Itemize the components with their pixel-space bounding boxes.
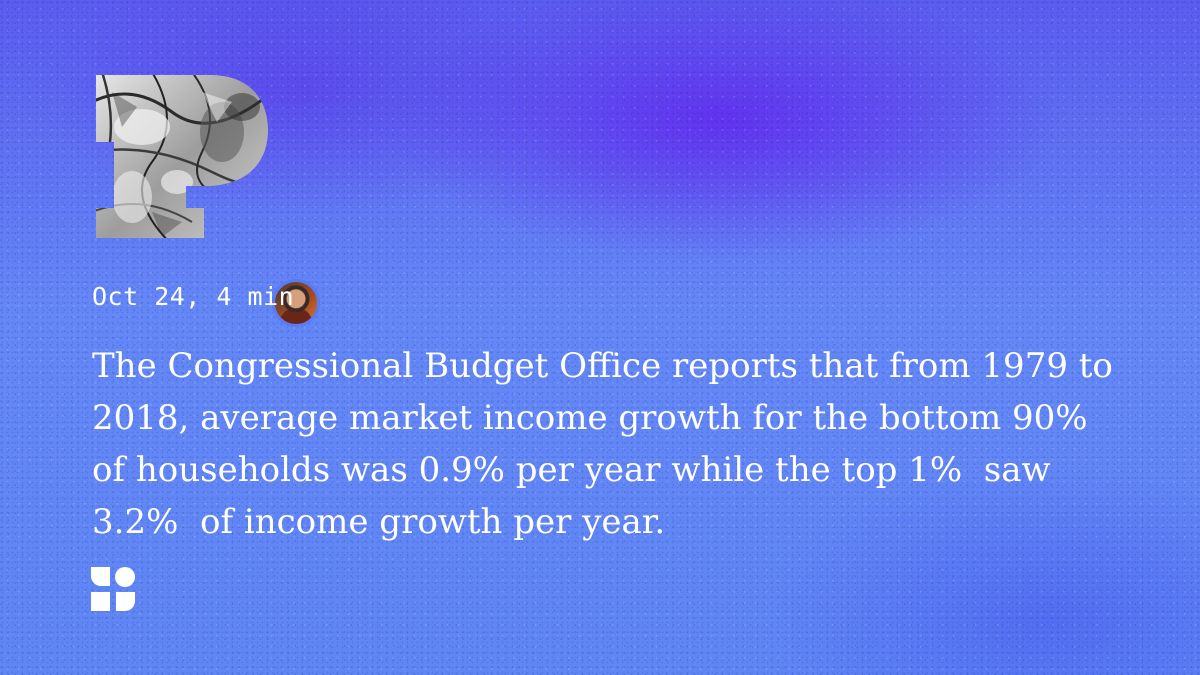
author-avatar [272,279,320,327]
post-meta: Oct 24, 4 min [92,282,295,311]
post-quote: The Congressional Budget Office reports … [92,346,1124,542]
letter-p-logo-icon [92,72,320,327]
four-petal-brand-icon [90,566,136,612]
